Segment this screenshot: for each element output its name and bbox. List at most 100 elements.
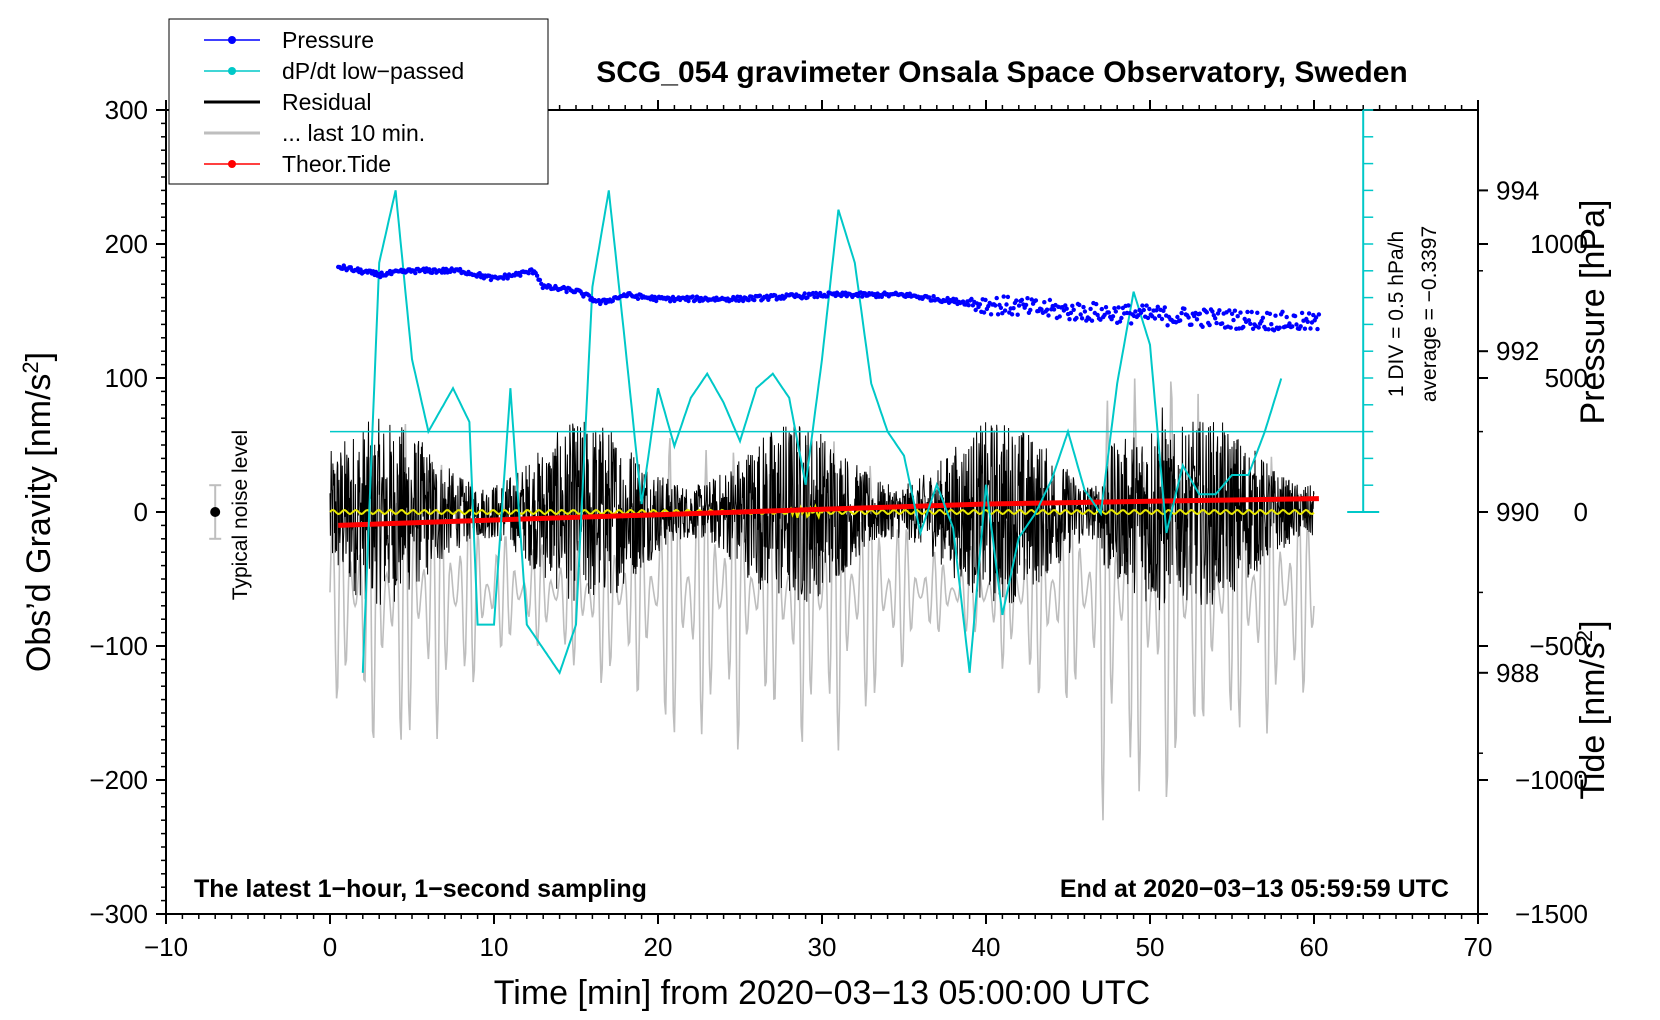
pressure-point xyxy=(1197,311,1203,316)
pressure-tick-label: 992 xyxy=(1496,336,1539,366)
series-pressure xyxy=(336,263,1322,333)
pressure-point xyxy=(860,294,865,299)
pressure-tick-label: 990 xyxy=(1496,497,1539,527)
pressure-point xyxy=(1271,328,1277,333)
pressure-axis-ticks: 988 990 992 994 xyxy=(1478,175,1539,754)
series-layer xyxy=(329,190,1364,821)
pressure-point xyxy=(1214,320,1219,326)
pressure-point xyxy=(752,297,757,303)
pressure-point xyxy=(564,289,569,295)
series-theor-tide xyxy=(338,496,1319,528)
pressure-point xyxy=(1009,312,1015,317)
x-tick-label: 20 xyxy=(644,932,673,962)
y-tick-label: 300 xyxy=(105,95,148,125)
scale-bar-label-div: 1 DIV = 0.5 hPa/h xyxy=(1385,231,1408,397)
pressure-point xyxy=(773,293,778,298)
y-tick-label: −200 xyxy=(89,765,148,795)
pressure-point xyxy=(1071,307,1076,312)
pressure-point xyxy=(1182,306,1187,311)
pressure-point xyxy=(1305,319,1310,324)
pressure-point xyxy=(1232,308,1238,313)
typical-noise-marker xyxy=(209,484,222,540)
pressure-point xyxy=(1047,297,1053,303)
pressure-point xyxy=(1294,322,1299,327)
pressure-point xyxy=(1292,313,1298,319)
series-residual-smoothed xyxy=(329,503,1315,521)
pressure-point xyxy=(1316,312,1322,317)
pressure-point xyxy=(686,298,691,304)
pressure-point xyxy=(993,303,998,308)
pressure-point xyxy=(1284,314,1289,320)
pressure-point xyxy=(1313,315,1319,320)
pressure-point xyxy=(1161,308,1166,313)
pressure-point xyxy=(1250,326,1256,331)
pressure-point xyxy=(746,298,751,303)
pressure-point xyxy=(1194,317,1200,322)
pressure-point xyxy=(1094,301,1099,307)
pressure-point xyxy=(1213,316,1218,321)
pressure-point xyxy=(1246,318,1252,323)
legend-item: Theor.Tide xyxy=(204,151,391,177)
pressure-point xyxy=(1175,314,1180,320)
pressure-point xyxy=(1162,305,1168,310)
tide-axis-label: Tide [nm/s2] xyxy=(1572,620,1612,799)
pressure-point xyxy=(977,302,983,307)
pressure-point xyxy=(457,266,463,272)
pressure-point xyxy=(1000,311,1005,316)
x-tick-label: 10 xyxy=(480,932,509,962)
pressure-point xyxy=(1113,309,1119,314)
y-axis-ticks: −300 −200 −100 0 100 200 300 xyxy=(89,95,166,929)
pressure-point xyxy=(1298,324,1303,329)
x-tick-label: 0 xyxy=(323,932,337,962)
y-axis-label: Obs’d Gravity [nm/s2] xyxy=(18,352,58,672)
pressure-point xyxy=(1110,314,1116,319)
pressure-point xyxy=(505,276,510,281)
sampling-note: The latest 1−hour, 1−second sampling xyxy=(194,875,647,903)
pressure-point xyxy=(1011,306,1016,311)
pressure-point xyxy=(1287,321,1292,326)
legend-item: Residual xyxy=(204,89,372,115)
pressure-point xyxy=(1103,305,1109,310)
y-tick-label: 100 xyxy=(105,363,148,393)
pressure-point xyxy=(1028,307,1033,313)
pressure-point xyxy=(1248,321,1253,326)
tide-axis-ticks: −1500 −1000 −500 0 500 1000 xyxy=(1478,229,1588,929)
legend-item: ... last 10 min. xyxy=(204,120,425,146)
pressure-point xyxy=(518,273,523,278)
pressure-point xyxy=(983,297,988,303)
pressure-point xyxy=(1044,307,1050,312)
pressure-point xyxy=(1141,307,1147,313)
pressure-point xyxy=(1119,315,1124,321)
pressure-point xyxy=(1256,325,1261,330)
pressure-point xyxy=(1255,310,1260,315)
pressure-point xyxy=(1116,305,1121,310)
pressure-point xyxy=(1259,318,1264,324)
pressure-point xyxy=(1210,309,1215,314)
pressure-point xyxy=(1155,304,1161,309)
pressure-point xyxy=(1144,303,1149,308)
pressure-point xyxy=(1070,303,1075,308)
pressure-point xyxy=(966,303,971,308)
pressure-point xyxy=(931,294,936,299)
y-axis-label-main: Obs’d Gravity [nm/s xyxy=(20,374,58,673)
pressure-point xyxy=(1015,312,1020,317)
pressure-point xyxy=(1099,306,1105,312)
pressure-point xyxy=(1098,317,1103,322)
y-tick-label: −100 xyxy=(89,631,148,661)
legend-item: dP/dt low−passed xyxy=(204,58,464,84)
tide-tick-label: 1000 xyxy=(1530,229,1588,259)
pressure-point xyxy=(1005,294,1011,300)
pressure-point xyxy=(1299,310,1305,316)
pressure-point xyxy=(1165,323,1170,328)
pressure-point xyxy=(1117,319,1123,324)
pressure-point xyxy=(1095,312,1100,318)
pressure-point xyxy=(1081,304,1086,310)
pressure-point xyxy=(981,310,987,315)
end-time-note: End at 2020−03−13 05:59:59 UTC xyxy=(1060,875,1449,903)
pressure-point xyxy=(998,305,1004,310)
pressure-point xyxy=(1306,311,1312,316)
pressure-point xyxy=(534,273,540,278)
pressure-point xyxy=(1145,315,1151,321)
pressure-point xyxy=(1186,315,1191,320)
pressure-point xyxy=(1068,310,1074,316)
